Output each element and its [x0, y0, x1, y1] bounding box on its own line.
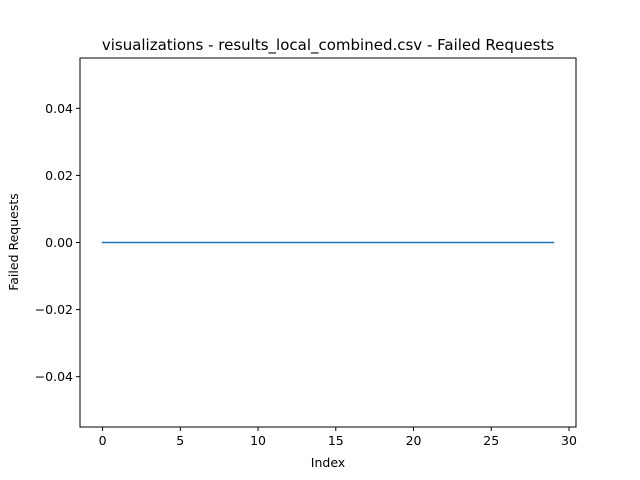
- x-tick-label: 15: [328, 433, 344, 448]
- y-tick-label: 0.04: [45, 101, 73, 116]
- x-tick-label: 0: [99, 433, 107, 448]
- chart-title: visualizations - results_local_combined.…: [102, 36, 555, 55]
- x-tick-label: 25: [483, 433, 499, 448]
- y-axis-label: Failed Requests: [6, 193, 21, 291]
- y-tick-label: 0.00: [45, 235, 73, 250]
- x-tick-label: 5: [176, 433, 184, 448]
- y-axis-ticks: −0.04 −0.02 0.00 0.02 0.04: [35, 101, 80, 384]
- x-tick-label: 10: [250, 433, 266, 448]
- y-tick-label: 0.02: [45, 168, 73, 183]
- y-tick-label: −0.02: [35, 302, 73, 317]
- x-tick-label: 30: [561, 433, 577, 448]
- y-tick-label: −0.04: [35, 369, 73, 384]
- x-tick-label: 20: [406, 433, 422, 448]
- x-axis-ticks: 0 5 10 15 20 25 30: [99, 427, 577, 448]
- x-axis-label: Index: [311, 455, 345, 470]
